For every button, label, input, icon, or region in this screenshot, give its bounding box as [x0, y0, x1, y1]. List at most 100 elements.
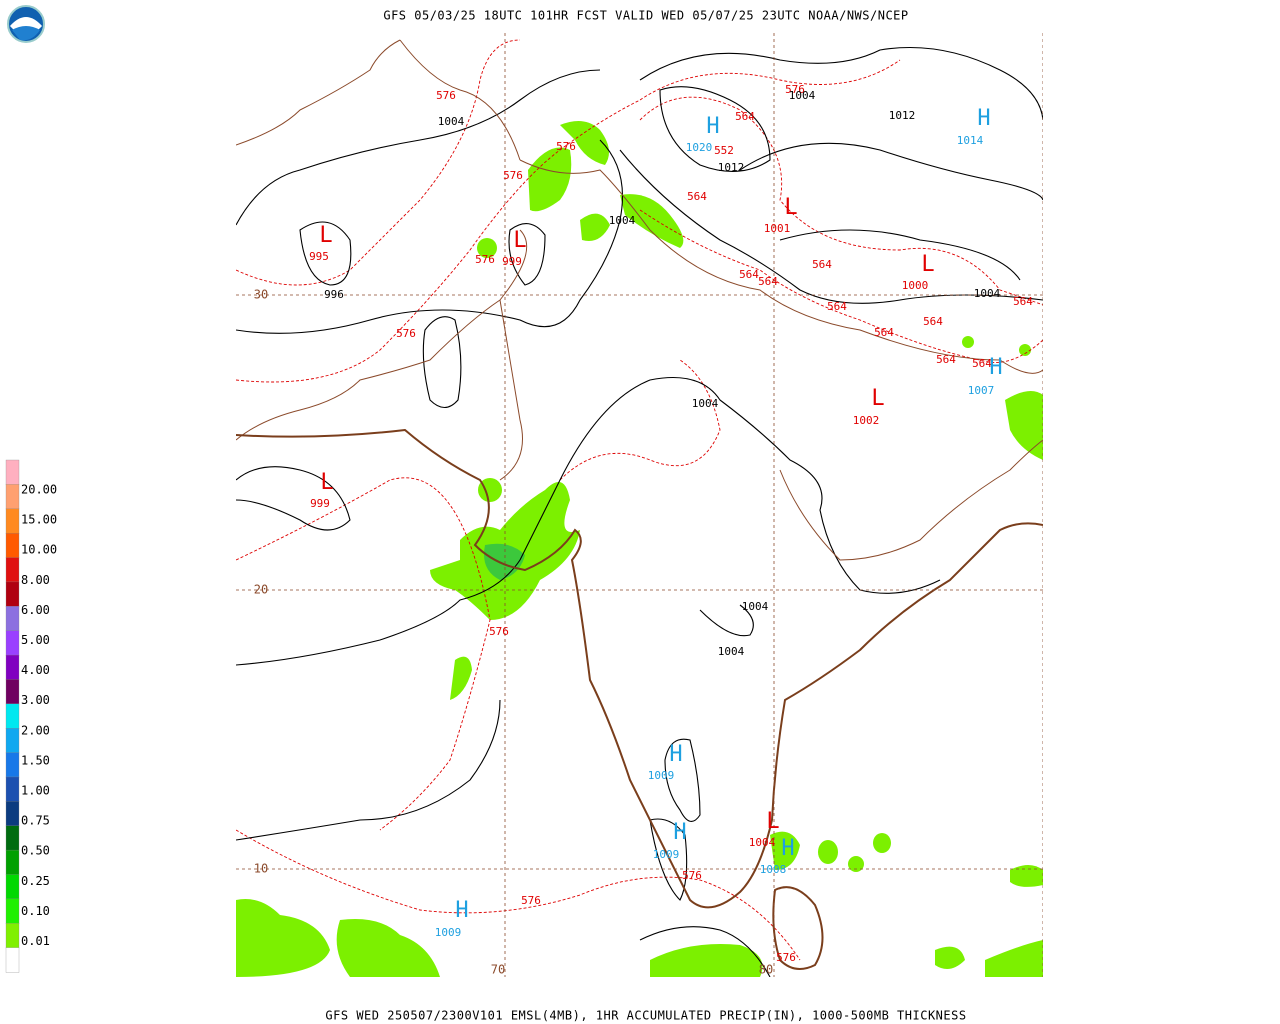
- pressure-center: L: [921, 252, 934, 277]
- legend-swatch: [5, 728, 20, 754]
- legend-label: 0.01: [21, 934, 50, 948]
- contour-label: 564: [1013, 295, 1033, 308]
- contour-label: 1004: [974, 287, 1001, 300]
- pressure-center: H: [673, 820, 686, 845]
- lat-lon-grid: [236, 33, 1043, 977]
- grid-label: 20: [254, 583, 268, 597]
- legend-swatch: [5, 581, 20, 607]
- legend-label: 0.50: [21, 844, 50, 858]
- contour-label: 564: [827, 300, 847, 313]
- contour-label: 1008: [760, 863, 787, 876]
- pressure-center: H: [455, 898, 468, 923]
- legend-swatch: [5, 654, 20, 681]
- pressure-center: L: [319, 223, 332, 248]
- contour-label: 999: [502, 255, 522, 268]
- legend-label: 4.00: [21, 663, 50, 677]
- legend-swatch: [5, 484, 20, 510]
- legend-swatch: [5, 557, 20, 583]
- contour-label: 995: [309, 250, 329, 263]
- contour-label: 564: [923, 315, 943, 328]
- legend-swatch: [5, 752, 20, 778]
- contour-label: 1012: [889, 109, 916, 122]
- contour-label: 564: [936, 353, 956, 366]
- contour-label: 576: [475, 253, 495, 266]
- legend-swatch: [5, 630, 20, 656]
- contour-label: 564: [874, 326, 894, 339]
- pressure-center: H: [781, 836, 794, 861]
- contour-label: 1020: [686, 141, 713, 154]
- pressure-center: H: [706, 114, 719, 139]
- contour-label: 576: [489, 625, 509, 638]
- contour-label: 564: [735, 110, 755, 123]
- contour-label: 1014: [957, 134, 984, 147]
- contour-label: 1009: [653, 848, 680, 861]
- contour-label: 576: [776, 951, 796, 964]
- contour-label: 1002: [853, 414, 880, 427]
- contour-label: 1004: [692, 397, 719, 410]
- contour-label: 1004: [718, 645, 745, 658]
- contour-label: 564: [687, 190, 707, 203]
- noaa-logo: [7, 5, 45, 43]
- pressure-center: L: [784, 195, 797, 220]
- contour-label: 576: [521, 894, 541, 907]
- grid-label: 70: [491, 963, 505, 977]
- contour-label: 996: [324, 288, 344, 301]
- thickness-contours: [236, 39, 1043, 961]
- contour-label: 552: [714, 144, 734, 157]
- map-caption: GFS WED 250507/2300V101 EMSL(4MB), 1HR A…: [325, 1009, 966, 1023]
- legend-label: 0.25: [21, 874, 50, 888]
- contour-label: 564: [758, 275, 778, 288]
- contour-label: 564: [812, 258, 832, 271]
- legend-swatch: [5, 776, 20, 802]
- legend-swatch: [5, 606, 20, 632]
- precip-legend: 20.00 15.00 10.00 8.00 6.00 5.00 4.00 3.00 2.00 1…: [5, 459, 57, 973]
- legend-swatch: [5, 825, 20, 851]
- contour-label: 1004: [749, 836, 776, 849]
- legend-swatch: [5, 947, 20, 973]
- legend-swatch: [5, 849, 20, 876]
- legend-label: 20.00: [21, 483, 57, 497]
- map-area: [236, 33, 1043, 977]
- isobars: [236, 46, 1043, 977]
- contour-label: 576: [503, 169, 523, 182]
- contour-label: 576: [436, 89, 456, 102]
- pressure-center: L: [513, 228, 526, 253]
- pressure-center: H: [669, 742, 682, 767]
- contour-label: 576: [785, 83, 805, 96]
- grid-label: 10: [254, 862, 268, 876]
- contour-label: 1009: [435, 926, 462, 939]
- legend-swatch: [5, 459, 20, 486]
- pressure-center: H: [977, 106, 990, 131]
- legend-label: 5.00: [21, 633, 50, 647]
- contour-label: 1004: [789, 89, 816, 102]
- legend-label: 1.50: [21, 753, 50, 767]
- coastlines: [236, 428, 1043, 970]
- legend-label: 6.00: [21, 603, 50, 617]
- legend-label: 0.10: [21, 904, 50, 918]
- contour-label: 999: [310, 497, 330, 510]
- legend-label: 3.00: [21, 693, 50, 707]
- grid-label: 80: [759, 963, 773, 977]
- legend-swatch: [5, 801, 20, 827]
- legend-label: 1.00: [21, 784, 50, 798]
- precip-areas: [236, 121, 1043, 977]
- legend-swatch: [5, 874, 20, 900]
- legend-label: 15.00: [21, 513, 57, 527]
- legend-swatch: [5, 923, 20, 949]
- pressure-center: L: [320, 470, 333, 495]
- contour-label: 564: [739, 268, 759, 281]
- pressure-center: L: [766, 809, 779, 834]
- borders: [236, 39, 1043, 561]
- pressure-center: H: [989, 355, 1002, 380]
- contour-label: 1001: [764, 222, 791, 235]
- contour-label: 1004: [742, 600, 769, 613]
- legend-label: 10.00: [21, 543, 57, 557]
- contour-label: 1009: [648, 769, 675, 782]
- contour-label: 1007: [968, 384, 995, 397]
- grid-label: 30: [254, 288, 268, 302]
- legend-swatch: [5, 532, 20, 559]
- legend-swatch: [5, 898, 20, 924]
